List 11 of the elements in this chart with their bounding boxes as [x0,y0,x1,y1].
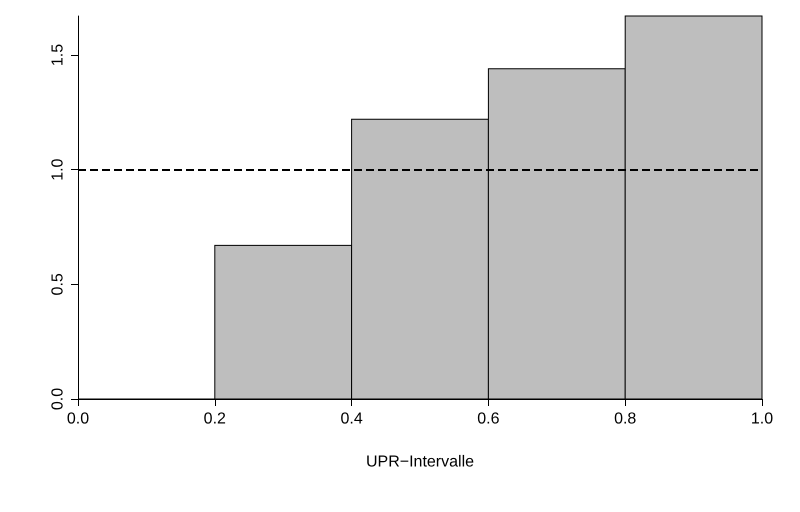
x-axis-title: UPR−Intervalle [366,454,474,470]
x-tick-label: 0.6 [477,410,500,428]
y-tick-label: 1.0 [50,158,66,181]
x-tick-label: 0.0 [66,410,90,428]
x-tick-label: 0.8 [614,410,636,428]
x-tick-label: 0.2 [204,410,226,428]
x-tick-label: 0.4 [340,410,363,428]
y-tick-label: 0.5 [50,273,66,296]
x-tick-label: 1.0 [750,410,774,428]
y-tick-label: 1.5 [50,44,66,66]
y-tick-label: 0.0 [50,388,66,410]
